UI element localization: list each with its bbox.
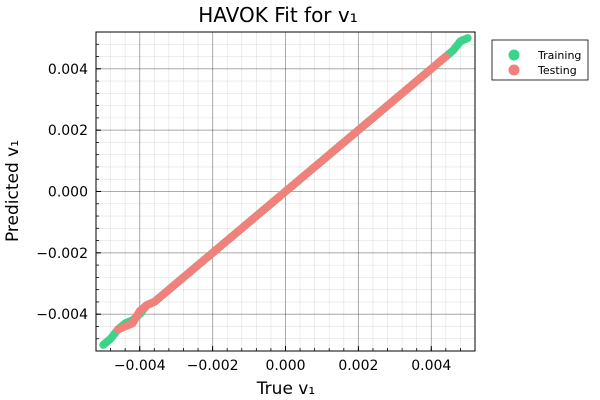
x-tick-label: 0.004	[411, 358, 451, 374]
legend-marker-testing	[508, 64, 520, 76]
x-tick-label: 0.002	[338, 358, 378, 374]
legend: Training Testing	[491, 39, 589, 81]
y-tick-label: 0.000	[48, 185, 88, 201]
legend-label-testing: Testing	[537, 64, 577, 77]
y-axis-label: Predicted v₁	[3, 140, 23, 242]
y-tick-label: −0.002	[36, 246, 88, 262]
x-tick-label: −0.002	[187, 358, 239, 374]
y-tick-label: −0.004	[36, 307, 88, 323]
axis-ticks: −0.004 −0.002 0.000 0.002 0.004 −0.004 −0.002 0…	[36, 31, 476, 374]
series-testing	[113, 52, 450, 334]
y-tick-label: 0.002	[48, 123, 88, 139]
data-point	[441, 52, 450, 61]
x-axis-label: True v₁	[256, 379, 315, 399]
legend-box	[491, 39, 589, 81]
chart-title: HAVOK Fit for v₁	[198, 3, 358, 27]
legend-marker-training	[508, 49, 520, 61]
data-point	[463, 34, 472, 43]
y-tick-label: 0.004	[48, 62, 88, 78]
x-tick-label: 0.000	[265, 358, 305, 374]
data-points	[99, 34, 472, 349]
legend-label-training: Training	[537, 49, 581, 62]
x-tick-label: −0.004	[114, 358, 166, 374]
